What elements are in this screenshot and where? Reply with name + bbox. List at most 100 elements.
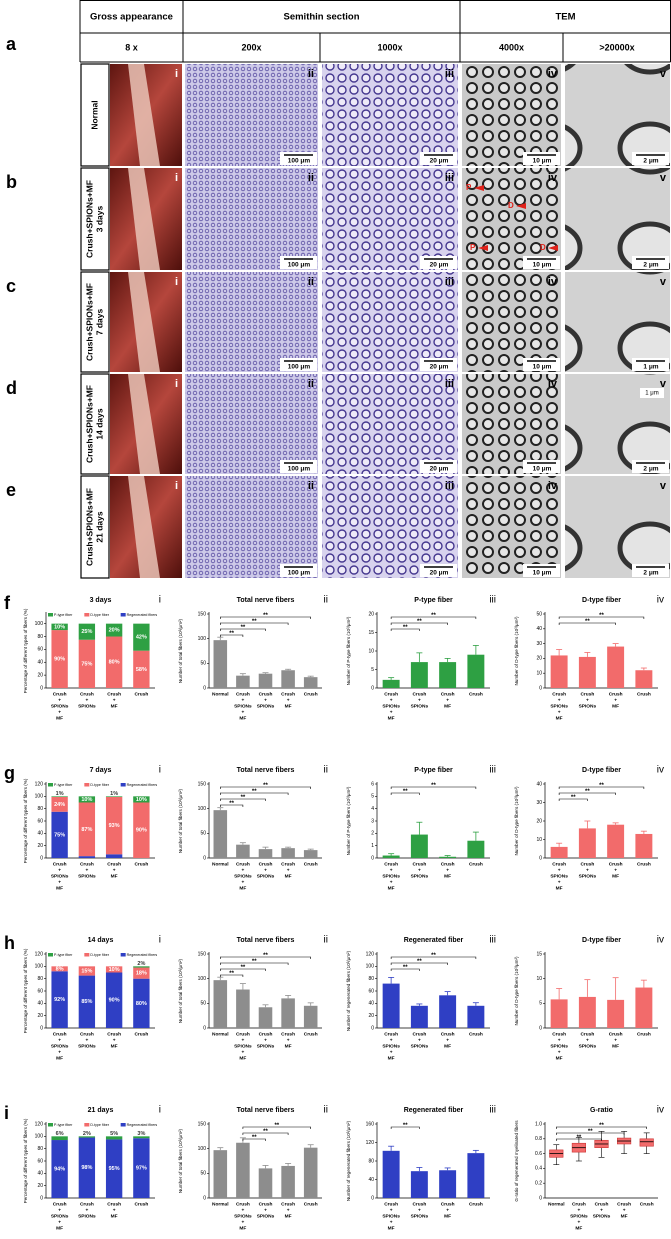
x-tick-label: Crush (441, 691, 455, 697)
legend-swatch (48, 1123, 53, 1127)
significance-label: ** (599, 1123, 604, 1129)
scale-bar-label: 2 μm (643, 262, 658, 269)
bar (281, 998, 295, 1028)
row-label: 14 days (94, 408, 104, 439)
x-tick-label: MF (285, 873, 292, 879)
y-tick-label: 0 (40, 1195, 43, 1201)
panel-numeral: ii (308, 276, 314, 288)
y-tick-label: 100 (35, 621, 44, 627)
x-tick-label: Crush (259, 691, 273, 697)
row-label: Crush+SPIONs+MF (84, 283, 94, 361)
x-tick-label: + (113, 698, 116, 703)
data-label: 85% (81, 999, 92, 1005)
chart-title: Regenerated fiber (404, 1107, 464, 1114)
data-label: 18% (136, 971, 147, 977)
x-tick-label: Crush (609, 691, 623, 697)
x-tick-label: SPIONs (579, 1043, 597, 1049)
significance-label: ** (431, 783, 436, 789)
y-tick-label: 60 (37, 818, 43, 824)
x-tick-label: Crush (107, 861, 121, 867)
bar (578, 996, 596, 1028)
micrograph (185, 374, 318, 474)
micrograph (565, 272, 670, 372)
x-tick-label: Crush (236, 861, 250, 867)
bar-segment (78, 796, 96, 803)
significance-label: ** (599, 613, 604, 619)
significance-bracket (390, 1126, 420, 1129)
x-tick-label: MF (111, 1043, 118, 1049)
x-tick-label: SPIONs (382, 1043, 400, 1049)
x-tick-label: MF (285, 1043, 292, 1049)
y-tick-label: 0 (371, 855, 374, 861)
y-tick-label: 40 (536, 626, 542, 632)
x-tick-label: Crush (134, 1201, 148, 1207)
x-tick-label: + (577, 1208, 580, 1213)
significance-bracket (220, 798, 266, 801)
chart-title: D-type fiber (582, 597, 621, 604)
bar (635, 987, 653, 1028)
row-label-box (80, 167, 110, 271)
chart-title: 7 days (90, 767, 112, 774)
data-label: 42% (136, 635, 147, 641)
legend-label: D-type fiber (90, 613, 109, 617)
significance-label: ** (403, 625, 408, 631)
y-tick-label: 0 (40, 685, 43, 691)
legend-swatch (84, 783, 90, 787)
y-tick-label: 30 (536, 800, 542, 806)
row-label: Normal (89, 100, 99, 129)
scale-bar-label: 10 μm (533, 364, 552, 371)
y-tick-label: 1.0 (535, 1121, 542, 1127)
scale-bar-label: 100 μm (288, 364, 311, 371)
nerve (128, 272, 160, 372)
micrograph (462, 168, 561, 270)
x-tick-label: MF (56, 715, 63, 721)
significance-bracket (242, 1138, 266, 1141)
bar-segment (51, 811, 68, 858)
y-tick-label: 40 (37, 660, 43, 666)
x-tick-label: Normal (212, 691, 229, 697)
x-tick-label: Crush (53, 1201, 67, 1207)
x-tick-label: SPIONs (579, 873, 597, 879)
significance-bracket (390, 962, 448, 965)
row-label: 7 days (94, 308, 104, 335)
x-tick-label: SPIONs (411, 1043, 429, 1049)
panel-letter: c (6, 276, 16, 296)
significance-bracket (558, 616, 645, 619)
micrograph (322, 64, 458, 166)
bar-segment (78, 966, 96, 976)
x-tick-label: + (614, 1038, 617, 1043)
x-tick-label: SPIONs (257, 703, 275, 709)
bar (281, 848, 295, 858)
x-tick-label: SPIONs (51, 1213, 69, 1219)
bar (303, 677, 318, 688)
x-tick-label: MF (612, 1043, 619, 1049)
significance-label: ** (241, 965, 246, 971)
bar-segment (133, 1136, 150, 1139)
column-group-header: TEM (555, 12, 575, 23)
panel-numeral: ii (308, 378, 314, 390)
y-tick-label: 120 (366, 951, 375, 957)
x-tick-label: MF (612, 873, 619, 879)
bar (439, 856, 457, 858)
panel-numeral: ii (324, 595, 328, 606)
x-tick-label: Crush (259, 1201, 273, 1207)
panel-letter: d (6, 378, 17, 398)
y-tick-label: 0.4 (535, 1166, 542, 1172)
data-label: 97% (136, 1166, 147, 1172)
y-tick-label: 10 (536, 671, 542, 677)
row-label: 3 days (94, 205, 104, 232)
x-tick-label: Crush (637, 861, 651, 867)
x-tick-label: Crush (412, 861, 426, 867)
bar-segment (51, 1136, 68, 1141)
y-tick-label: 20 (37, 843, 43, 849)
x-tick-label: Crush (441, 1201, 455, 1207)
x-tick-label: MF (239, 1055, 246, 1061)
x-tick-label: Crush (637, 691, 651, 697)
legend-label: P-type fiber (54, 783, 73, 787)
bar (258, 1007, 273, 1028)
panel-numeral: iii (489, 595, 496, 606)
y-tick-label: 40 (368, 1177, 374, 1183)
bar (635, 833, 653, 858)
significance-label: ** (571, 795, 576, 801)
